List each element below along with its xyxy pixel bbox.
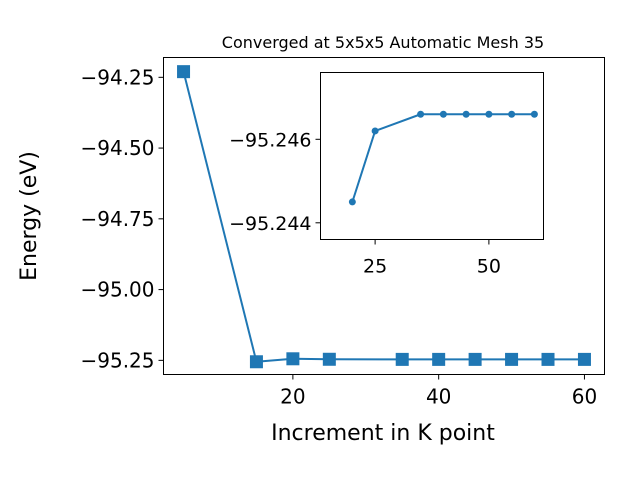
main-plot-frame: [163, 57, 605, 375]
main-data-point: [322, 352, 336, 366]
main-data-point: [541, 352, 555, 366]
inset-y-axis: −95.246 −95.244: [229, 129, 321, 235]
inset-data-point: [371, 127, 379, 135]
main-data-point: [577, 352, 591, 366]
inset-background: [320, 72, 544, 240]
inset-plot-frame: [320, 72, 544, 240]
main-data-point: [432, 352, 446, 366]
inset-data-point: [508, 110, 516, 118]
inset-x-tick-label: 50: [477, 256, 501, 278]
main-x-tick-label: 20: [280, 385, 305, 409]
main-data-point: [286, 352, 300, 366]
main-data-point: [395, 352, 409, 366]
chart-title: Converged at 5x5x5 Automatic Mesh 35: [222, 33, 544, 52]
inset-series-line: [351, 113, 535, 203]
main-data-point: [468, 352, 482, 366]
inset-data-point: [530, 110, 538, 118]
main-x-tick-label: 40: [426, 385, 451, 409]
main-y-axis: −94.25 −94.50 −94.75 −95.00 −95.25: [80, 65, 164, 372]
inset-x-tick-label: 25: [363, 256, 387, 278]
inset-x-axis: 25 50: [363, 239, 501, 278]
main-y-tick-label: −94.75: [80, 207, 154, 231]
inset-y-tick-label: −95.244: [229, 213, 311, 235]
inset-data-point: [462, 110, 470, 118]
y-axis-label: Energy (eV): [17, 151, 42, 281]
inset-y-tick-label: −95.246: [229, 129, 311, 151]
main-series-line: [182, 71, 585, 363]
inset-data-point: [348, 198, 356, 206]
inset-data-point: [439, 110, 447, 118]
inset-data-point: [417, 110, 425, 118]
main-x-tick-label: 60: [572, 385, 597, 409]
main-y-tick-label: −95.00: [80, 278, 154, 302]
main-data-point: [505, 352, 519, 366]
inset-plot-area: [348, 110, 538, 206]
main-y-tick-label: −94.25: [80, 65, 154, 89]
main-data-point: [177, 65, 191, 79]
main-y-tick-label: −94.50: [80, 136, 154, 160]
main-y-tick-label: −95.25: [80, 348, 154, 372]
main-plot-area: [177, 65, 591, 369]
main-x-axis: 20 40 60: [280, 374, 597, 409]
x-axis-label: Increment in K point: [271, 421, 495, 446]
inset-data-point: [485, 110, 493, 118]
main-data-point: [249, 355, 263, 369]
